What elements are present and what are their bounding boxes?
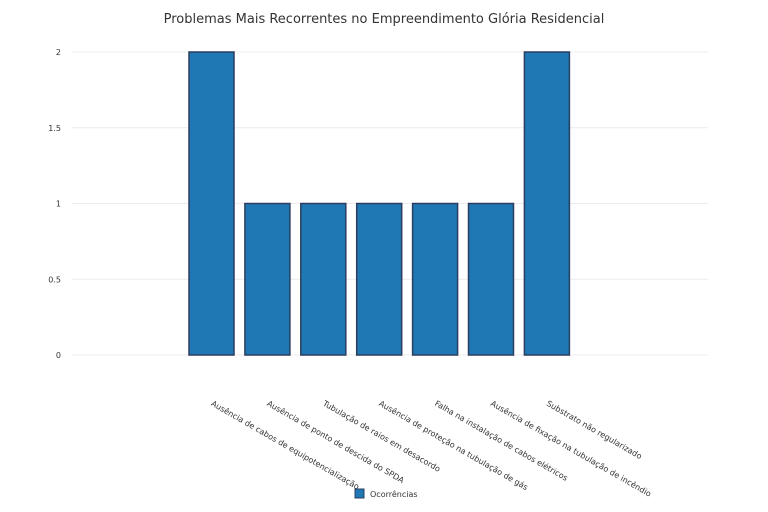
chart-title: Problemas Mais Recorrentes no Empreendim… [164, 12, 605, 27]
y-tick-label: 0 [56, 351, 61, 360]
y-axis-ticks: 0 0.5 1 1.5 2 [48, 48, 61, 360]
bar[interactable] [244, 202, 291, 356]
x-axis-category-labels: Ausência de cabos de equipotencialização… [210, 398, 654, 499]
bars [188, 51, 571, 356]
legend-label[interactable]: Ocorrências [370, 489, 418, 499]
bar[interactable] [300, 202, 347, 356]
legend-swatch[interactable] [354, 488, 365, 499]
bar[interactable] [523, 51, 571, 356]
y-tick-label: 1.5 [48, 124, 61, 133]
bar[interactable] [411, 202, 459, 356]
x-category-label: Substrato não regularizado [545, 399, 644, 461]
y-tick-label: 2 [56, 48, 61, 57]
y-tick-label: 0.5 [48, 275, 61, 284]
bar[interactable] [467, 202, 515, 356]
bar[interactable] [188, 51, 235, 356]
y-tick-label: 1 [56, 200, 61, 209]
bar[interactable] [355, 202, 403, 356]
legend[interactable]: Ocorrências [354, 488, 418, 499]
